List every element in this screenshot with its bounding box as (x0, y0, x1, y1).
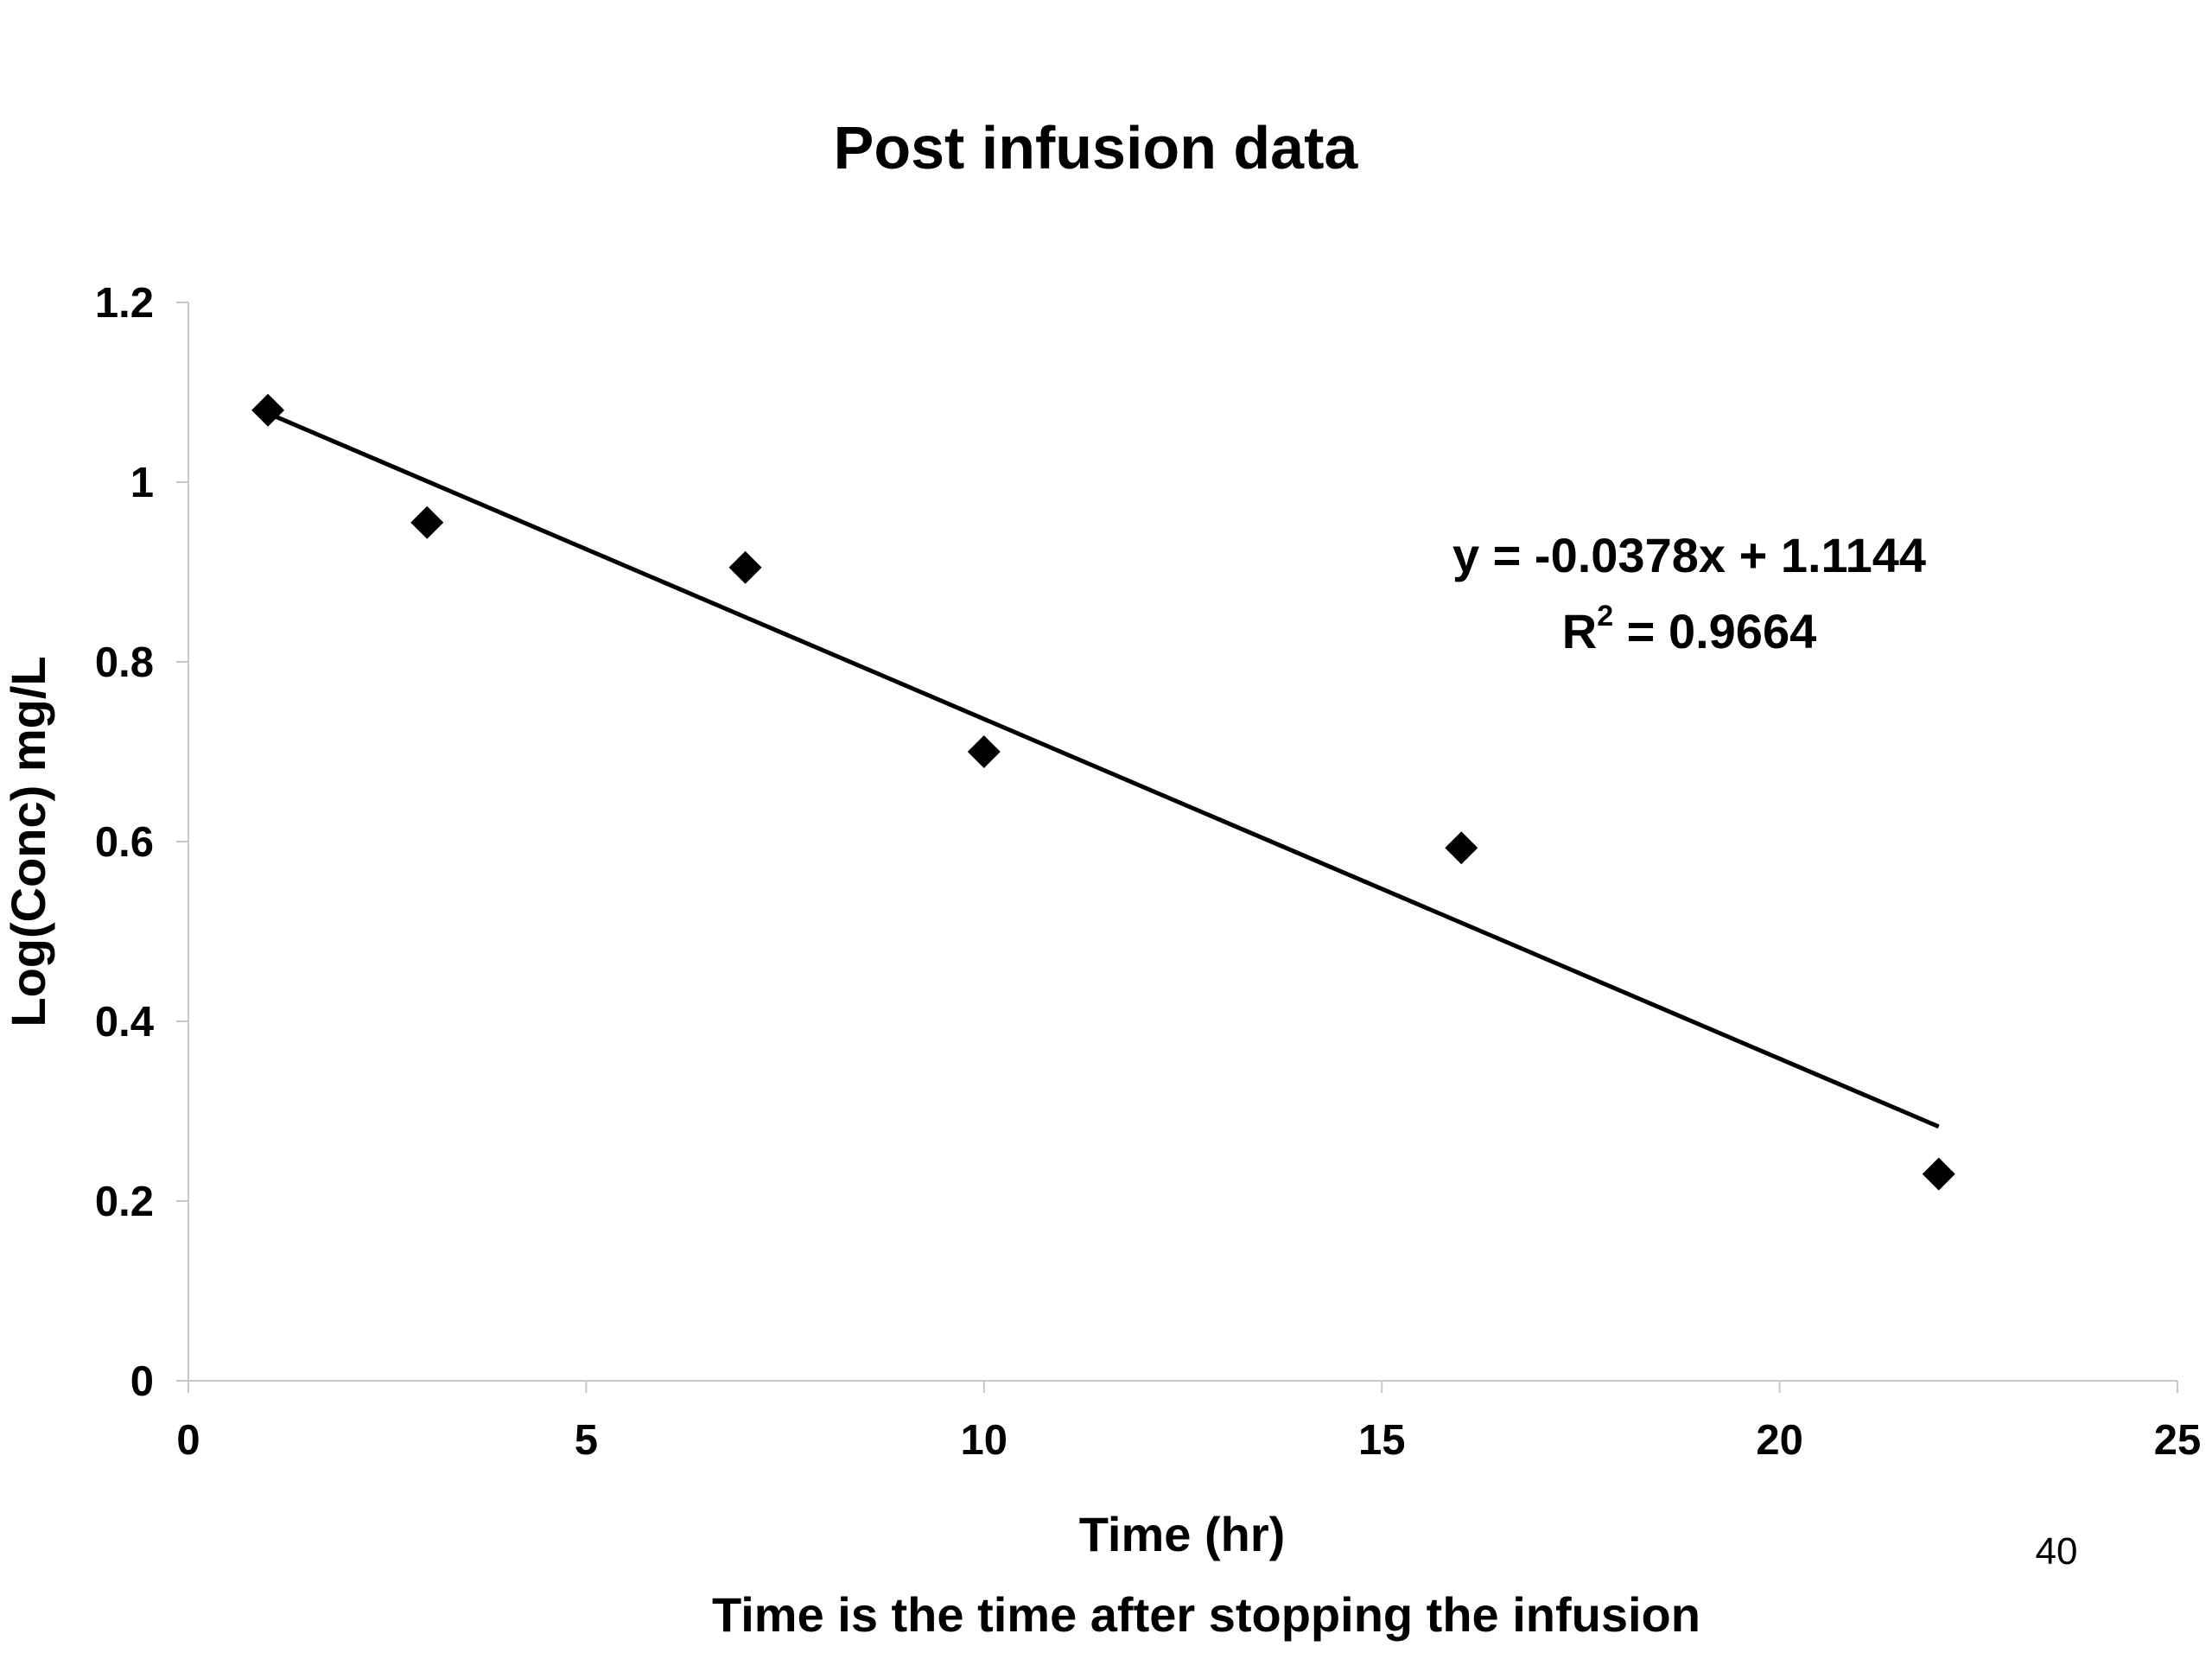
r-squared-prefix: R (1562, 604, 1597, 658)
chart-title: Post infusion data (834, 114, 1359, 181)
r-squared-label: R2 = 0.9664 (1562, 600, 1816, 658)
data-point (1445, 831, 1478, 865)
page-number: 40 (2036, 1530, 2078, 1573)
y-tick-label: 0.6 (95, 819, 154, 866)
x-tick-label: 5 (575, 1417, 598, 1464)
y-tick-label: 0.8 (95, 639, 154, 686)
x-axis-label: Time (hr) (1079, 1507, 1286, 1561)
y-ticks: 0 0.2 0.4 0.6 0.8 1 1.2 (95, 280, 188, 1405)
data-point (1922, 1157, 1955, 1191)
axes (188, 302, 2177, 1382)
trendline (267, 411, 1940, 1129)
x-tick-label: 0 (176, 1417, 200, 1464)
y-tick-label: 0 (130, 1358, 154, 1405)
data-point (251, 393, 285, 427)
chart-caption: Time is the time after stopping the infu… (712, 1587, 1700, 1642)
x-tick-label: 25 (2154, 1417, 2202, 1464)
trendline-equation: y = -0.0378x + 1.1144 (1452, 528, 1926, 582)
x-tick-label: 20 (1756, 1417, 1803, 1464)
x-tick-label: 15 (1358, 1417, 1406, 1464)
y-tick-label: 0.4 (95, 999, 154, 1046)
y-tick-label: 1 (130, 460, 154, 506)
data-point (728, 550, 762, 584)
y-tick-label: 0.2 (95, 1179, 154, 1225)
x-ticks: 0 5 10 15 20 25 (176, 1381, 2201, 1464)
y-axis-label: Log(Conc) mg/L (1, 656, 55, 1027)
trendline-layer (267, 411, 1940, 1129)
data-point (967, 735, 1001, 768)
x-tick-label: 10 (961, 1417, 1008, 1464)
data-points (251, 393, 1955, 1191)
y-tick-label: 1.2 (95, 280, 154, 327)
data-point (410, 505, 444, 539)
r-squared-superscript: 2 (1597, 600, 1613, 632)
r-squared-value: = 0.9664 (1613, 604, 1816, 658)
